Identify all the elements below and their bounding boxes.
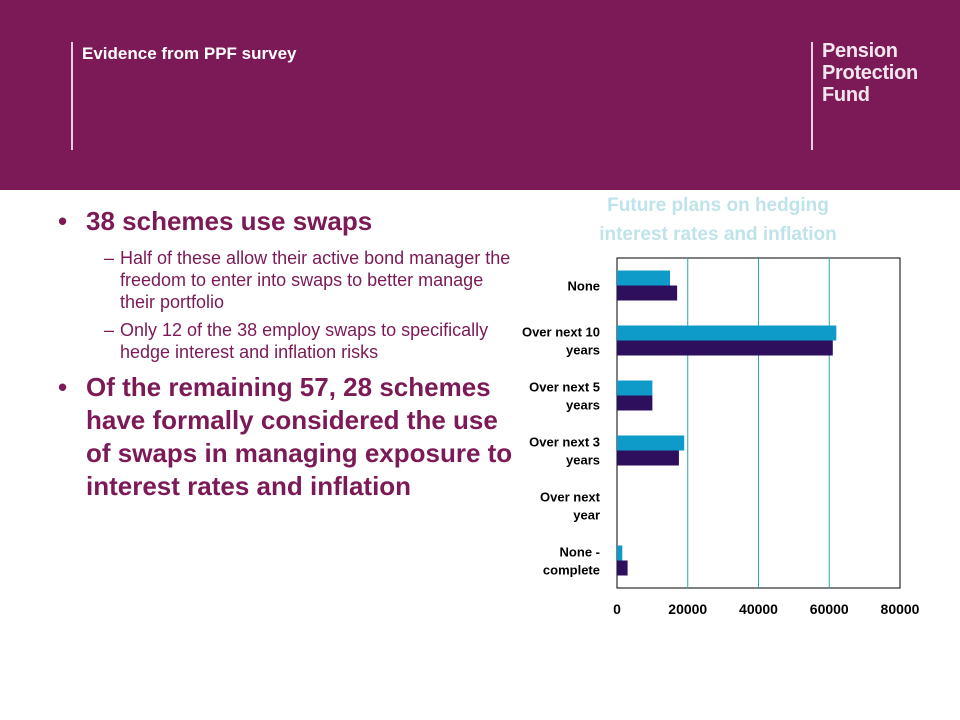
bar: [617, 340, 833, 356]
y-category-label: years: [566, 398, 600, 413]
dash-icon: –: [104, 320, 115, 340]
header-banner: [0, 0, 960, 190]
bar: [617, 450, 679, 466]
sub-bullet-text: Half of these allow their active bond ma…: [120, 248, 511, 312]
sub-bullet-item: – Half of these allow their active bond …: [58, 247, 518, 313]
sub-bullet-text: Only 12 of the 38 employ swaps to specif…: [120, 320, 489, 362]
bar: [617, 560, 628, 576]
x-tick-label: 60000: [810, 601, 849, 617]
y-category-label: years: [566, 343, 600, 358]
bar: [617, 325, 837, 341]
bullet-dot-icon: •: [58, 372, 68, 402]
bullet-item: • 38 schemes use swaps: [58, 206, 518, 237]
bar: [617, 435, 685, 451]
bullet-list: • 38 schemes use swaps – Half of these a…: [58, 206, 518, 513]
x-tick-label: 0: [613, 601, 621, 617]
bar: [617, 545, 623, 561]
bar: [617, 270, 671, 286]
header-divider-left: [71, 42, 73, 150]
slide-title: Evidence from PPF survey: [82, 44, 297, 63]
bullet-text: 38 schemes use swaps: [86, 206, 373, 236]
bullet-text: Of the remaining 57, 28 schemes have for…: [86, 372, 513, 501]
x-tick-label: 80000: [881, 601, 920, 617]
header-divider-right: [811, 42, 813, 150]
logo-line-2: Protection: [822, 62, 918, 84]
bullet-dot-icon: •: [58, 206, 68, 236]
y-category-label: years: [566, 453, 600, 468]
dash-icon: –: [104, 248, 115, 268]
y-category-label: year: [573, 508, 600, 523]
sub-bullet-item: – Only 12 of the 38 employ swaps to spec…: [58, 319, 518, 363]
y-category-label: None: [568, 279, 601, 294]
y-category-label: Over next 3: [529, 435, 600, 450]
y-category-label: Over next 5: [529, 380, 600, 395]
bar: [617, 395, 653, 411]
chart-title: Future plans on hedging: [607, 195, 829, 216]
x-tick-label: 20000: [668, 601, 707, 617]
ppf-logo: Pension Protection Fund: [822, 40, 918, 106]
y-category-label: complete: [543, 563, 600, 578]
bullet-item: • Of the remaining 57, 28 schemes have f…: [58, 371, 518, 503]
y-category-label: Over next: [540, 490, 601, 505]
y-category-label: Over next 10: [522, 325, 600, 340]
y-category-label: None -: [560, 545, 600, 560]
chart-title: interest rates and inflation: [599, 224, 837, 245]
bar: [617, 285, 678, 301]
bar: [617, 380, 653, 396]
x-tick-label: 40000: [739, 601, 778, 617]
logo-line-3: Fund: [822, 84, 870, 106]
logo-line-1: Pension: [822, 40, 898, 62]
